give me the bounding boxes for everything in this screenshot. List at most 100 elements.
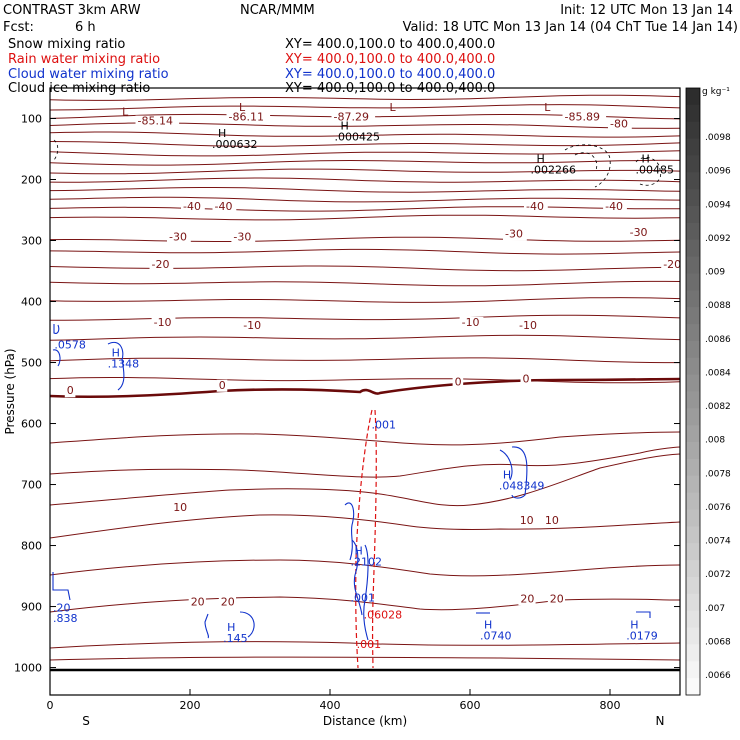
contour-label-bg [627,227,652,240]
temperature-contour-line [49,168,681,175]
colorbar-tick-label: .008 [705,436,725,446]
cloud-water-contour [52,572,71,601]
temperature-contour-label: -40 [215,200,233,213]
contour-label-bg [151,316,176,329]
contour-label-bg [517,515,535,528]
temperature-contour-line [50,314,681,321]
temperature-contour-label: 20 [221,595,235,608]
colorbar-tick-label: .0098 [705,133,731,143]
low-marker: L [122,105,129,118]
legend-cloud-water-xy: XY= 400.0,100.0 to 400.0,400.0 [285,67,496,82]
contour-label-bg [459,316,484,329]
low-marker: L [544,101,551,114]
colorbar-cell [686,492,700,511]
x-axis-label: Distance (km) [323,714,407,728]
legend-snow-xy: XY= 400.0,100.0 to 400.0,400.0 [285,37,496,52]
valid-time: Valid: 18 UTC Mon 13 Jan 14 (04 ChT Tue … [402,20,738,35]
colorbar-tick-label: .0082 [705,402,731,412]
temperature-contour-line [49,656,681,661]
rain-contour [371,409,377,669]
contour-label-bg [188,596,206,609]
temperature-contour-line [49,596,681,613]
colorbar-tick-label: .0094 [705,200,731,210]
cloud-water-high-marker: H [355,545,363,558]
colorbar-cell [686,391,700,409]
cloud-water-high-marker: H [227,621,235,634]
y-tick-label: 500 [21,357,42,370]
temperature-contour-label: 0 [219,379,226,392]
temperature-contour-line [49,280,681,287]
temperature-contour-line [49,131,681,138]
cloud-water-high-marker: H [112,346,120,359]
temperature-contour-line [49,214,681,221]
cloud-ice-contour [564,144,611,188]
temperature-contour-line [49,94,681,101]
colorbar-tick-label: .0088 [705,301,731,311]
contour-label-bg [171,501,189,514]
colorbar-cell [686,526,700,544]
temperature-contour-label: -30 [169,231,187,244]
contour-label-bg [452,376,464,389]
colorbar-cell [686,340,700,359]
cloud-water-contour [239,611,255,638]
cloud-water-max-label: .001 [351,592,376,605]
colorbar-tick-label: .0068 [705,637,731,647]
colorbar-cell [686,374,700,392]
temperature-contour-line [49,377,681,384]
temperature-contour-label: -30 [505,227,523,240]
colorbar-cell [686,138,700,156]
low-marker: L [239,101,246,114]
temperature-contour-label: 20 [191,595,205,608]
temperature-contour-label: 10 [520,514,534,527]
cloud-water-high-marker: H [484,619,492,632]
colorbar-cell [686,661,700,679]
x-tick-label: 600 [460,699,481,712]
temperature-contour-line [49,104,681,111]
colorbar-tick-label: .0074 [705,537,731,547]
init-time: Init: 12 UTC Mon 13 Jan 14 [560,3,733,18]
ice-max-label: .000632 [212,138,258,151]
contour-label-bg [517,319,541,332]
temperature-contour-label: -86.11 [229,110,264,123]
rain-max-label: .06028 [364,609,403,622]
temperature-contour-label: -30 [630,226,648,239]
colorbar-cell [686,475,700,494]
cloud-water-high-marker: H [630,619,638,632]
y-tick-label: 400 [21,296,42,309]
cloud-water-max-label: .0179 [626,630,658,643]
temperature-contour-label: -87.29 [334,110,369,123]
cloud-ice-contour [635,157,662,186]
temperature-contour-line [49,334,681,341]
cloud-water-max-label: .001 [372,418,397,431]
contour-labels: -85.14 -86.11 -87.29 -85.89-80-40 -40 -40 -40-… [53,101,685,651]
colorbar-cell [686,458,700,477]
cloud-ice-contour [574,152,598,171]
cloud-water-max-label: .0578 [54,338,86,351]
contour-label-bg [518,593,536,606]
colorbar-cell [686,560,700,578]
contour-label-bg [661,258,685,271]
south-end-label: S [82,714,90,728]
temperature-contour-line [49,187,681,193]
colorbar-cell [686,678,700,696]
contour-label-bg [241,319,265,332]
contour-label-bg [503,228,527,241]
temperature-contour-label: 20 [550,592,564,605]
temperature-contour-line [49,150,681,157]
temperature-contour-line [49,559,681,577]
y-axis-label: Pressure (hPa) [3,348,17,434]
colorbar-tick-label: .0096 [705,167,731,177]
legend-cloud-water-name: Cloud water mixing ratio [8,67,169,82]
temperature-contour-line [49,641,681,649]
temperature-contour-label: 10 [545,514,559,527]
temperature-contours [49,94,681,672]
contour-label-bg [520,373,532,386]
temperature-contour-line [49,177,681,183]
cloud-water-contour [204,613,209,639]
ice-max-label: .00485 [636,163,675,176]
temperature-contour-line [49,159,681,166]
temperature-contour-label: -80 [610,118,628,131]
forecast-hours: 6 h [75,20,96,35]
ice-max-label: .000425 [335,130,381,143]
y-tick-label: 1000 [14,662,42,675]
